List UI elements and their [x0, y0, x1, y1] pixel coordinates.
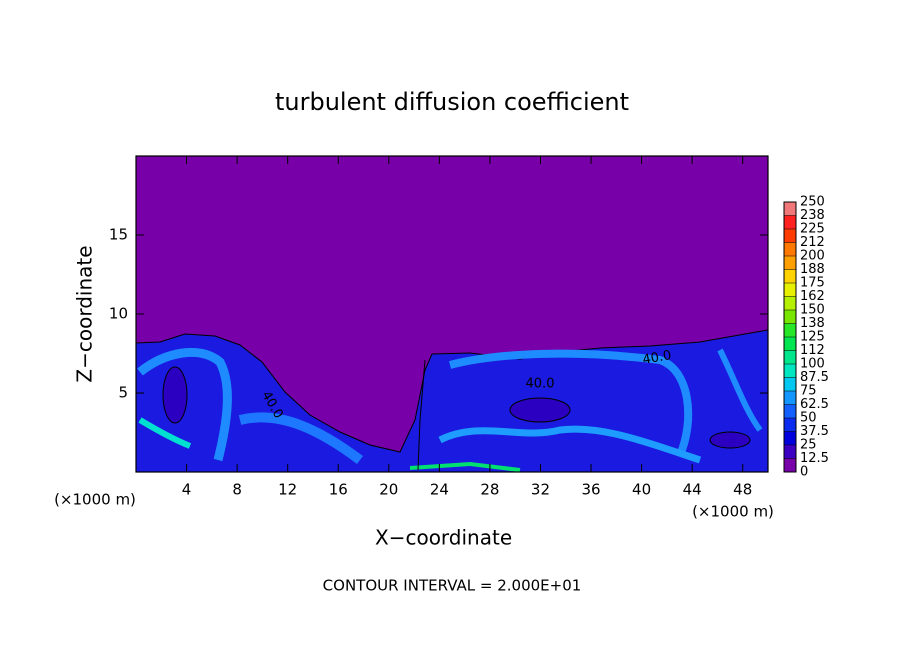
y-tick-label: 10	[109, 305, 128, 323]
x-unit-label: (×1000 m)	[692, 503, 774, 521]
y-axis-label: Z−coordinate	[73, 245, 97, 382]
x-tick-label: 48	[733, 481, 752, 499]
colorbar-label: 238	[800, 208, 825, 223]
colorbar-label: 0	[800, 465, 808, 480]
field-streak	[138, 417, 192, 449]
colorbar-band	[784, 337, 796, 351]
colorbar-band	[784, 364, 796, 378]
colorbar-band	[784, 431, 796, 445]
field-streak	[438, 425, 702, 464]
x-tick-label: 8	[232, 481, 242, 499]
colorbar-label: 62.5	[800, 397, 829, 412]
field	[135, 156, 769, 473]
colorbar-band	[784, 391, 796, 405]
x-axis-label: X−coordinate	[375, 526, 512, 550]
colorbar-label: 50	[800, 411, 817, 426]
x-unit-label: (×1000 m)	[54, 491, 136, 509]
field-streak	[238, 412, 363, 465]
x-tick-label: 24	[430, 481, 449, 499]
chart-title: turbulent diffusion coefficient	[275, 88, 629, 116]
footer: CONTOUR INTERVAL = 2.000E+01	[323, 577, 582, 595]
colorbar-band	[784, 350, 796, 364]
x-tick-label: 36	[581, 481, 600, 499]
field-patch	[509, 397, 571, 423]
contour-label: 40.0	[526, 377, 555, 392]
field-streak	[137, 347, 232, 462]
colorbar-band	[784, 445, 796, 459]
colorbar-band	[784, 202, 796, 216]
x-tick-label: 20	[379, 481, 398, 499]
colorbar-label: 125	[800, 330, 825, 345]
colorbar-label: 138	[800, 316, 825, 331]
field-streak	[409, 461, 521, 472]
colorbar-band	[784, 404, 796, 418]
x-tick-label: 12	[278, 481, 297, 499]
contour-line	[417, 359, 426, 471]
y-tick-label: 15	[109, 226, 128, 244]
colorbar-label: 112	[800, 343, 825, 358]
colorbar-band	[784, 296, 796, 310]
colorbar-label: 175	[800, 276, 825, 291]
field-patch	[162, 366, 188, 424]
colorbar-band	[784, 458, 796, 472]
colorbar-band	[784, 215, 796, 229]
colorbar-label: 25	[800, 438, 817, 453]
field-streak	[717, 348, 763, 432]
colorbar-label: 212	[800, 235, 825, 250]
colorbar-label: 12.5	[800, 451, 829, 466]
y-tick-label: 5	[118, 384, 128, 402]
contour-label: 40.0	[641, 348, 672, 368]
field-patch	[709, 431, 751, 449]
colorbar-label: 225	[800, 222, 825, 237]
colorbar-label: 75	[800, 384, 817, 399]
colorbar-band	[784, 242, 796, 256]
colorbar-band	[784, 229, 796, 243]
colorbar-label: 200	[800, 249, 825, 264]
colorbar-label: 188	[800, 262, 825, 277]
colorbar-band	[784, 323, 796, 337]
x-tick-label: 4	[182, 481, 192, 499]
colorbar-label: 37.5	[800, 424, 829, 439]
x-tick-label: 28	[480, 481, 499, 499]
colorbar-label: 250	[800, 195, 825, 210]
colorbar-band	[784, 418, 796, 432]
colorbar-label: 87.5	[800, 370, 829, 385]
field-region	[135, 329, 769, 473]
colorbar-band	[784, 256, 796, 270]
colorbar-label: 162	[800, 289, 825, 304]
colorbar-band	[784, 283, 796, 297]
x-tick-label: 32	[531, 481, 550, 499]
colorbar-band	[784, 310, 796, 324]
x-tick-label: 16	[329, 481, 348, 499]
colorbar-band	[784, 377, 796, 391]
field-streak	[448, 349, 693, 457]
colorbar-label: 150	[800, 303, 825, 318]
colorbar-band	[784, 269, 796, 283]
colorbar-label: 100	[800, 357, 825, 372]
x-tick-label: 40	[632, 481, 651, 499]
x-tick-label: 44	[683, 481, 702, 499]
